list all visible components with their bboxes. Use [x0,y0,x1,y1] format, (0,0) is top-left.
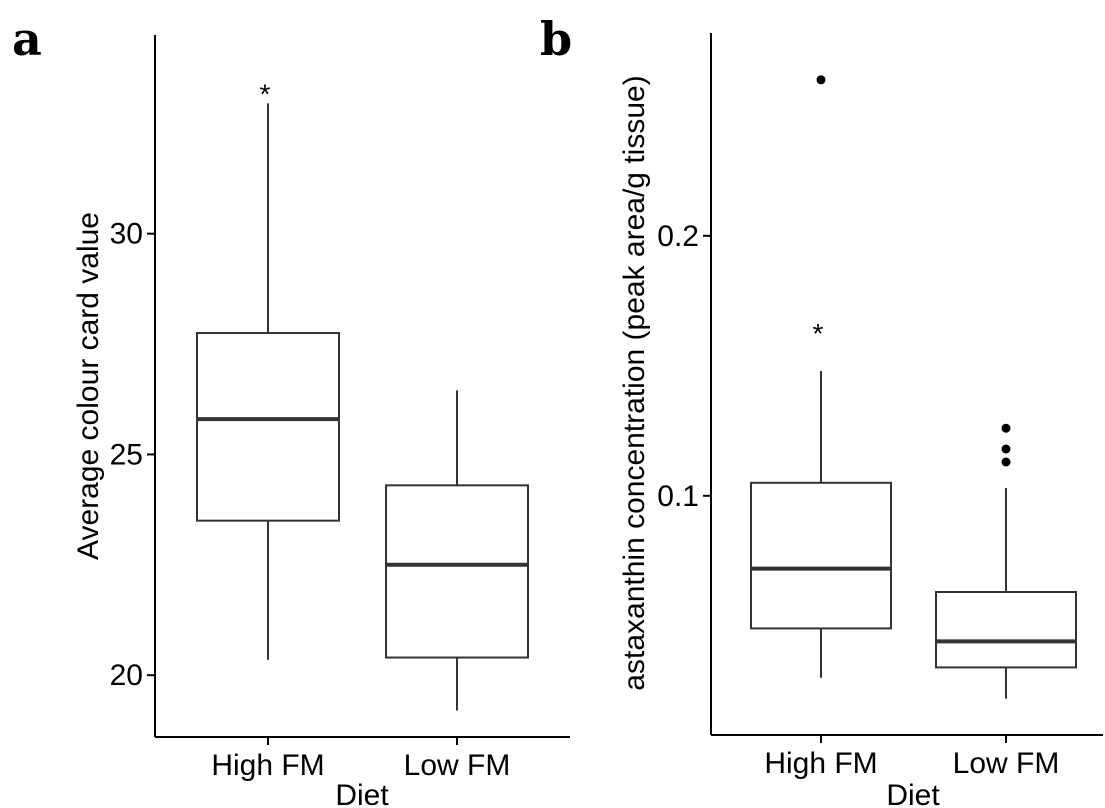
panel-b-x-ticks: High FM Low FM [764,735,1059,780]
panel-a-y-tick-label: 20 [110,659,143,692]
panel-a-high-fm-box [196,332,340,522]
panel-b-letter: b [540,12,572,66]
panel-b-x-tick-label: High FM [764,747,877,780]
panel-b-boxes: * [750,75,1077,699]
panel-a-y-ticks: 20 25 30 [110,218,155,692]
panel-a: a 20 25 30 High FM Low FM * Average colour … [12,12,570,808]
panel-b-y-tick-label: 0.2 [657,220,699,253]
panel-b-x-axis-title: Diet [886,779,940,808]
panel-b-high-fm-box [750,481,892,630]
panel-b-low-fm-outlier [1001,444,1011,454]
panel-a-y-tick-label: 30 [110,218,143,251]
panel-a-letter: a [12,12,42,66]
panel-b-low-fm-box [935,591,1077,669]
panel-b-y-ticks: 0.1 0.2 [657,220,711,513]
panel-b-low-fm-outlier [1001,423,1011,433]
panel-a-x-tick-label: High FM [211,749,324,782]
panel-b-y-axis-title: astaxanthin concentration (peak area/g t… [618,75,651,690]
panel-a-x-tick-label: Low FM [404,749,511,782]
panel-a-boxes: * [196,78,529,711]
panel-b-low-fm-outlier [1001,457,1011,467]
panel-b-high-fm-outlier [816,75,826,85]
panel-b-y-tick-label: 0.1 [657,480,699,513]
panel-a-low-fm-box [385,484,529,659]
panel-a-y-tick-label: 25 [110,438,143,471]
panel-b-x-tick-label: Low FM [953,747,1060,780]
panel-b-high-fm-significance-annotation: * [813,318,824,349]
panel-a-high-fm-significance-annotation: * [260,78,271,109]
panel-a-x-axis-title: Diet [335,779,389,808]
panel-a-y-axis-title: Average colour card value [72,212,105,560]
panel-a-x-ticks: High FM Low FM [211,737,510,782]
panel-b: b 0.1 0.2 High FM Low FM * astaxanthin con… [540,12,1103,808]
